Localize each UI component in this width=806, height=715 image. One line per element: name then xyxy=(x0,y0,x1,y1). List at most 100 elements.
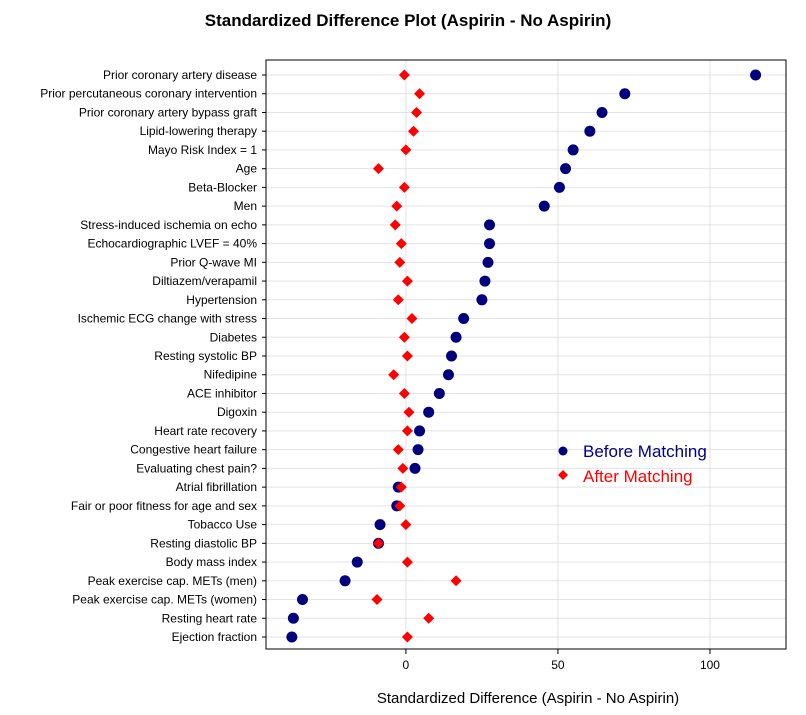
point-before-matching xyxy=(423,406,435,418)
category-label: Echocardiographic LVEF = 40% xyxy=(87,237,257,251)
grid-lines xyxy=(266,60,786,649)
point-before-matching xyxy=(553,181,565,193)
point-after-matching xyxy=(406,313,418,325)
point-after-matching xyxy=(394,500,406,512)
point-after-matching xyxy=(400,144,412,156)
point-before-matching xyxy=(484,219,496,231)
category-label: Atrial fibrillation xyxy=(176,480,257,494)
category-label: Lipid-lowering therapy xyxy=(140,124,257,138)
point-before-matching xyxy=(458,313,470,325)
category-label: Fair or poor fitness for age and sex xyxy=(71,499,257,513)
point-after-matching xyxy=(414,88,426,100)
category-label: Digoxin xyxy=(217,405,257,419)
x-axis-label: Standardized Difference (Aspirin - No As… xyxy=(377,690,679,707)
point-after-matching xyxy=(423,612,435,624)
x-tick-label: 50 xyxy=(551,658,565,672)
category-label: Body mass index xyxy=(166,555,257,569)
point-after-matching xyxy=(395,238,407,250)
point-after-matching xyxy=(403,406,415,418)
category-label: Heart rate recovery xyxy=(154,424,257,438)
category-label: Prior coronary artery disease xyxy=(103,68,257,82)
category-label: Stress-induced ischemia on echo xyxy=(80,218,257,232)
point-before-matching xyxy=(479,275,491,287)
point-before-matching xyxy=(750,69,762,81)
point-before-matching xyxy=(414,425,426,437)
legend-before-marker xyxy=(558,446,568,456)
category-label: Mayo Risk Index = 1 xyxy=(148,143,257,157)
point-before-matching xyxy=(476,294,488,306)
point-after-matching xyxy=(401,425,413,437)
point-before-matching xyxy=(374,519,386,531)
category-label: Tobacco Use xyxy=(188,518,258,532)
point-after-matching xyxy=(389,219,401,231)
category-labels: Prior coronary artery disease Prior percu… xyxy=(40,68,257,644)
point-before-matching xyxy=(442,369,454,381)
category-label: Peak exercise cap. METs (women) xyxy=(72,593,257,607)
point-after-matching xyxy=(400,519,412,531)
point-before-matching xyxy=(567,144,579,156)
point-before-matching xyxy=(339,575,351,587)
category-label: Nifedipine xyxy=(204,368,258,382)
category-label: Prior percutaneous coronary intervention xyxy=(40,87,257,101)
point-before-matching xyxy=(596,106,608,118)
legend-after-marker xyxy=(558,470,568,480)
point-after-matching xyxy=(401,631,413,643)
point-after-matching xyxy=(388,369,400,381)
category-label: Peak exercise cap. METs (men) xyxy=(88,574,257,588)
point-after-matching xyxy=(398,387,410,399)
point-before-matching xyxy=(433,387,445,399)
x-tick-label: 0 xyxy=(403,658,410,672)
legend-before-label: Before Matching xyxy=(583,442,707,461)
category-label: Hypertension xyxy=(186,293,257,307)
point-before-matching xyxy=(296,594,308,606)
category-label: ACE inhibitor xyxy=(187,386,257,400)
point-after-matching xyxy=(401,350,413,362)
point-before-matching xyxy=(484,238,496,250)
point-after-matching xyxy=(401,275,413,287)
point-before-matching xyxy=(286,631,298,643)
data-points xyxy=(286,69,762,643)
category-label: Resting diastolic BP xyxy=(150,536,257,550)
category-label: Ejection fraction xyxy=(172,630,257,644)
category-label: Resting systolic BP xyxy=(154,349,257,363)
point-before-matching xyxy=(445,350,457,362)
plot-frame xyxy=(265,59,787,650)
point-before-matching xyxy=(560,163,572,175)
category-label: Prior coronary artery bypass graft xyxy=(79,105,258,119)
category-label: Beta-Blocker xyxy=(188,180,257,194)
point-before-matching xyxy=(450,331,462,343)
point-after-matching xyxy=(373,537,385,549)
category-label: Ischemic ECG change with stress xyxy=(78,312,257,326)
point-after-matching xyxy=(394,256,406,268)
point-after-matching xyxy=(373,163,385,175)
legend-after-label: After Matching xyxy=(583,467,693,486)
point-before-matching xyxy=(584,125,596,137)
category-label: Resting heart rate xyxy=(162,611,258,625)
legend: Before Matching After Matching xyxy=(558,442,707,486)
point-after-matching xyxy=(371,594,383,606)
point-after-matching xyxy=(398,69,410,81)
category-label: Evaluating chest pain? xyxy=(136,461,257,475)
point-after-matching xyxy=(397,462,409,474)
point-after-matching xyxy=(395,481,407,493)
category-label: Diabetes xyxy=(210,330,257,344)
point-after-matching xyxy=(407,125,419,137)
chart-title: Standardized Difference Plot (Aspirin - … xyxy=(205,11,611,30)
point-before-matching xyxy=(619,88,631,100)
x-axis-ticks: 0 50 100 xyxy=(262,74,720,672)
x-tick-label: 100 xyxy=(700,658,720,672)
point-after-matching xyxy=(398,181,410,193)
point-before-matching xyxy=(351,556,363,568)
point-before-matching xyxy=(412,444,424,456)
point-after-matching xyxy=(411,106,423,118)
category-label: Prior Q-wave MI xyxy=(170,255,257,269)
category-label: Congestive heart failure xyxy=(130,443,257,457)
category-label: Diltiazem/verapamil xyxy=(152,274,257,288)
point-after-matching xyxy=(398,331,410,343)
point-after-matching xyxy=(392,444,404,456)
point-after-matching xyxy=(450,575,462,587)
category-label: Age xyxy=(236,162,258,176)
category-label: Men xyxy=(234,199,257,213)
point-before-matching xyxy=(287,612,299,624)
point-before-matching xyxy=(482,256,494,268)
